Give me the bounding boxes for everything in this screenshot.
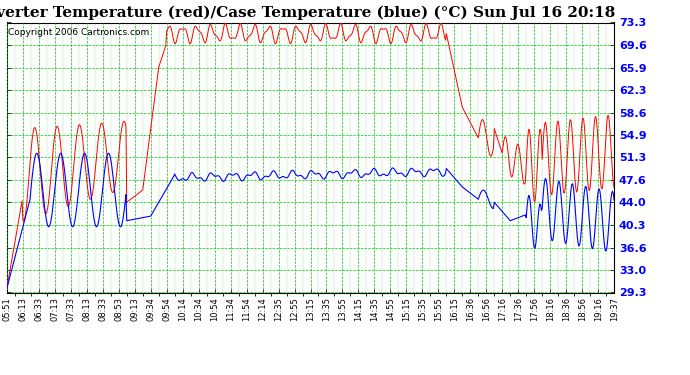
Text: Copyright 2006 Cartronics.com: Copyright 2006 Cartronics.com [8, 28, 149, 37]
Text: Inverter Temperature (red)/Case Temperature (blue) (°C) Sun Jul 16 20:18: Inverter Temperature (red)/Case Temperat… [0, 6, 615, 20]
